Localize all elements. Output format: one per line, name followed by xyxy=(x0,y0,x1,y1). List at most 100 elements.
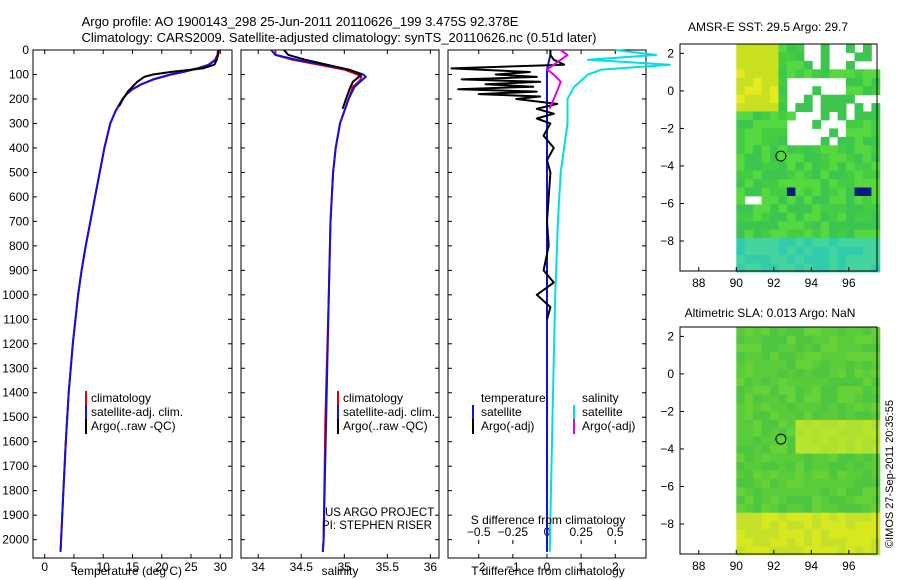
map-y-tick-label: −6 xyxy=(660,479,674,493)
x-tick-label: 15 xyxy=(126,560,140,574)
y-tick-label: 200 xyxy=(9,92,29,106)
y-tick-label: 900 xyxy=(9,263,29,277)
map-cell xyxy=(753,263,763,273)
map-cell xyxy=(854,487,864,497)
y-tick-label: 1200 xyxy=(2,337,29,351)
map-cell xyxy=(803,411,813,421)
map-cell xyxy=(770,335,779,345)
map-cell xyxy=(761,487,771,497)
map-cell xyxy=(761,111,771,121)
map-cell xyxy=(753,128,763,138)
map-cell xyxy=(795,52,805,62)
salinity-ticks: 34 34.5 35 35.5 36 xyxy=(241,49,439,574)
map-cell xyxy=(871,229,881,239)
map-cell xyxy=(854,394,864,404)
map-cell xyxy=(736,495,746,505)
x-tick-label: 36 xyxy=(424,560,438,574)
map-cell xyxy=(854,360,864,370)
salinity-series xyxy=(270,49,367,552)
map-cell xyxy=(812,179,822,188)
x-tick-label: 0 xyxy=(41,560,48,574)
map-cell xyxy=(803,69,813,79)
map-cell xyxy=(761,419,771,429)
map-cell xyxy=(871,77,881,87)
map-cell xyxy=(753,246,763,256)
map-cell xyxy=(829,403,839,412)
map-cell xyxy=(778,111,788,121)
map-cell xyxy=(862,470,872,480)
map-cell xyxy=(736,377,746,387)
map-cell xyxy=(846,403,855,412)
map-cell xyxy=(803,196,813,205)
map-cell xyxy=(736,162,746,172)
map-cell xyxy=(786,411,796,421)
map-cell xyxy=(770,111,779,121)
map-cell xyxy=(820,179,830,188)
map-cell xyxy=(744,212,754,222)
salinity-axes-box xyxy=(240,49,440,559)
map-cell xyxy=(871,69,881,79)
map-cell xyxy=(803,212,813,222)
map-cell xyxy=(761,153,771,163)
map-cell xyxy=(846,170,855,180)
difference-xlabel: T difference from climatology xyxy=(471,564,625,578)
map-cell xyxy=(820,145,830,155)
salinity-xlabel: salinity xyxy=(322,564,359,578)
map-cell xyxy=(846,419,855,429)
map-cell xyxy=(761,403,771,412)
salinity-panel: 34 34.5 35 35.5 36 climatology satellite-adj… xyxy=(240,49,440,578)
map-cell xyxy=(871,453,881,463)
x-tick-label: 34.5 xyxy=(290,560,314,574)
map-cell xyxy=(736,343,746,353)
map-cell xyxy=(736,352,746,362)
map-cell xyxy=(761,411,771,421)
map-cell xyxy=(820,103,830,112)
map-cell xyxy=(820,343,830,353)
x-tick-label: 20 xyxy=(155,560,169,574)
map-x-tick-label: 92 xyxy=(767,276,781,290)
map-cell xyxy=(854,352,864,362)
map-cell xyxy=(795,327,805,336)
map-cell xyxy=(786,504,796,514)
map-cell xyxy=(778,128,788,138)
map-x-tick-label: 96 xyxy=(842,276,856,290)
map-cell xyxy=(795,453,805,463)
y-tick-label: 1700 xyxy=(2,459,29,473)
map-cell xyxy=(736,196,746,205)
map-cell xyxy=(778,419,788,429)
map-cell xyxy=(770,538,779,547)
map-cell xyxy=(753,153,763,163)
map-cell xyxy=(795,462,805,471)
map-cell xyxy=(778,327,788,336)
map-cell xyxy=(846,187,855,197)
map-cell xyxy=(770,495,779,505)
map-cell xyxy=(812,360,822,370)
map-cell xyxy=(736,263,746,273)
map-cell xyxy=(778,196,788,205)
map-cell xyxy=(753,411,763,421)
temperature-legend: climatology satellite-adj. clim. Argo(..… xyxy=(85,391,183,434)
map-cell xyxy=(761,204,771,214)
map-y-tick-label: 0 xyxy=(667,367,674,381)
map-cell xyxy=(820,538,830,547)
map-cell xyxy=(820,462,830,471)
map-cell xyxy=(837,495,847,505)
map-cell xyxy=(778,479,788,488)
map-cell xyxy=(812,377,822,387)
map-cell xyxy=(778,470,788,480)
map-cell xyxy=(761,546,771,556)
map-cell xyxy=(862,445,872,455)
map-cell xyxy=(871,120,881,129)
map-cell xyxy=(846,504,855,514)
map-cell xyxy=(803,187,813,197)
map-cell xyxy=(744,436,754,446)
map-cell xyxy=(744,428,754,438)
map-cell xyxy=(803,153,813,163)
temperature-panel: 0 5 10 15 20 25 300100200300400500600700800900… xyxy=(2,43,233,578)
map-cell xyxy=(820,187,830,197)
map-cell xyxy=(761,436,771,446)
map-cell xyxy=(770,428,779,438)
map-cell xyxy=(829,145,839,155)
map-cell xyxy=(770,386,779,395)
